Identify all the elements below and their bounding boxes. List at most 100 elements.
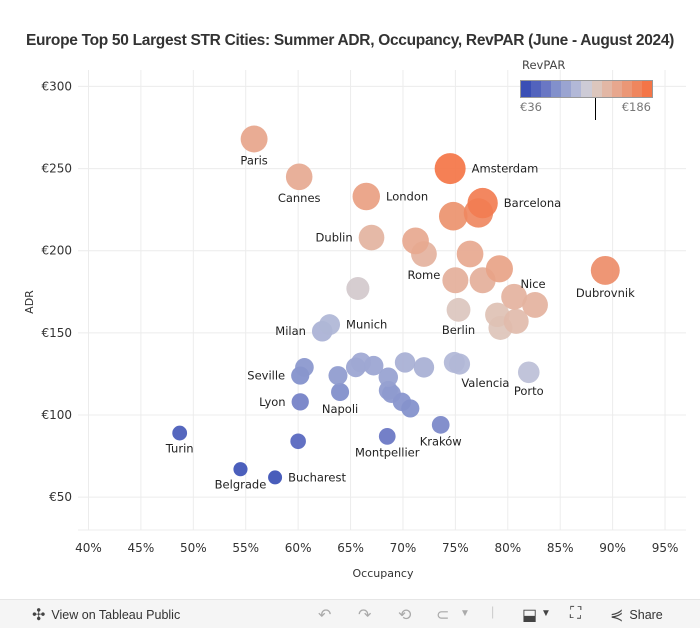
data-point[interactable] [295,358,314,377]
point-label: Napoli [322,402,358,416]
view-on-tableau-public-link[interactable]: ✣ View on Tableau Public [32,605,180,625]
data-point[interactable] [319,314,341,336]
point-label: Berlin [442,323,475,337]
color-legend: RevPAR €36 €186 [520,58,660,120]
legend-color-step [581,81,592,97]
data-point[interactable] [378,367,399,387]
gridlines [78,70,686,531]
data-point[interactable] [285,163,313,191]
data-point[interactable] [590,255,620,285]
legend-color-step [631,81,642,97]
data-point[interactable] [449,353,471,375]
data-point[interactable] [233,462,248,477]
y-tick-label: €50 [49,490,72,504]
x-tick-label: 85% [547,541,574,555]
undo-icon[interactable]: ↶ [318,607,332,624]
y-axis-title: ADR [23,290,36,314]
point-label: Kraków [420,435,462,449]
data-point[interactable] [378,427,396,445]
legend-max-label: €186 [621,100,651,114]
point-label: Valencia [461,376,509,390]
data-point[interactable] [291,393,309,411]
point-label: London [386,190,428,204]
data-point[interactable] [467,187,498,219]
point-label: Belgrade [215,477,267,491]
revert-icon[interactable]: ⟲ [398,607,412,624]
point-labels: Paris Cannes London Dublin Amsterdam Barcelon… [165,153,635,491]
data-point[interactable] [351,352,371,373]
point-label: Paris [240,153,267,167]
data-point[interactable] [431,415,450,434]
download-icon[interactable]: ⬓ [522,607,538,624]
download-dropdown-icon[interactable]: ▼ [541,608,551,619]
share-label: Share [629,608,663,622]
legend-min-label: €36 [520,100,542,114]
y-tick-label: €200 [41,244,72,258]
legend-title: RevPAR [522,58,566,72]
point-label: Bucharest [288,470,346,484]
x-tick-label: 65% [337,541,364,555]
point-label: Montpellier [355,446,420,460]
data-point[interactable] [394,352,416,373]
data-point[interactable] [485,302,510,327]
x-tick-label: 45% [128,541,155,555]
point-label: Rome [408,268,441,282]
data-point[interactable] [413,357,435,378]
data-point[interactable] [442,267,469,294]
point-label: Dubrovnik [576,286,635,300]
point-label: Seville [247,369,285,383]
refresh-icon[interactable]: ⊂ [436,607,450,624]
x-tick-label: 50% [180,541,207,555]
data-point[interactable] [438,201,468,231]
data-point[interactable] [434,153,466,185]
x-tick-label: 75% [442,541,469,555]
x-tick-label: 40% [75,541,102,555]
data-point[interactable] [517,361,540,384]
data-point[interactable] [328,366,348,386]
data-point[interactable] [240,125,268,153]
y-tick-label: €150 [41,326,72,340]
data-point[interactable] [402,227,429,255]
data-point[interactable] [456,240,484,268]
legend-color-step [601,81,612,97]
data-point[interactable] [352,182,381,211]
point-label: Milan [275,324,306,338]
share-button[interactable]: ⋞ Share [610,605,663,625]
x-tick-label: 60% [285,541,312,555]
point-label: Munich [346,318,387,332]
data-point[interactable] [290,433,306,450]
view-on-tableau-label: View on Tableau Public [51,608,181,622]
data-point[interactable] [485,255,513,283]
data-point[interactable] [501,283,527,310]
x-axis-title: Occupancy [353,567,414,580]
share-icon: ⋞ [610,607,624,624]
y-tick-label: €300 [41,79,72,93]
y-tick-label: €250 [41,162,72,176]
legend-color-step [591,81,602,97]
fullscreen-icon[interactable]: ⛶ [570,605,582,622]
redo-icon[interactable]: ↷ [358,607,372,624]
legend-color-step [551,81,562,97]
refresh-dropdown-icon[interactable]: ▼ [460,608,470,619]
legend-color-step [541,81,552,97]
tableau-logo-icon: ✣ [32,607,46,624]
data-point[interactable] [346,276,370,301]
data-point[interactable] [172,425,188,441]
data-point[interactable] [446,297,471,322]
legend-color-step [611,81,622,97]
data-point[interactable] [522,292,548,318]
legend-color-step [521,81,532,97]
data-point[interactable] [331,382,350,402]
x-tick-label: 80% [494,541,521,555]
point-label: Nice [520,277,545,291]
x-tick-label: 70% [390,541,417,555]
data-point[interactable] [503,308,529,334]
data-point[interactable] [268,470,283,485]
axes: 40% 45% 50% 55% 60% 65% 70% 75% 80% 85% 90% 95% €50 €… [41,79,678,555]
point-label: Barcelona [504,196,561,210]
data-point[interactable] [358,224,385,251]
legend-marker [595,98,597,120]
legend-color-ramp[interactable] [520,80,653,98]
x-tick-label: 55% [232,541,259,555]
x-tick-label: 90% [599,541,626,555]
